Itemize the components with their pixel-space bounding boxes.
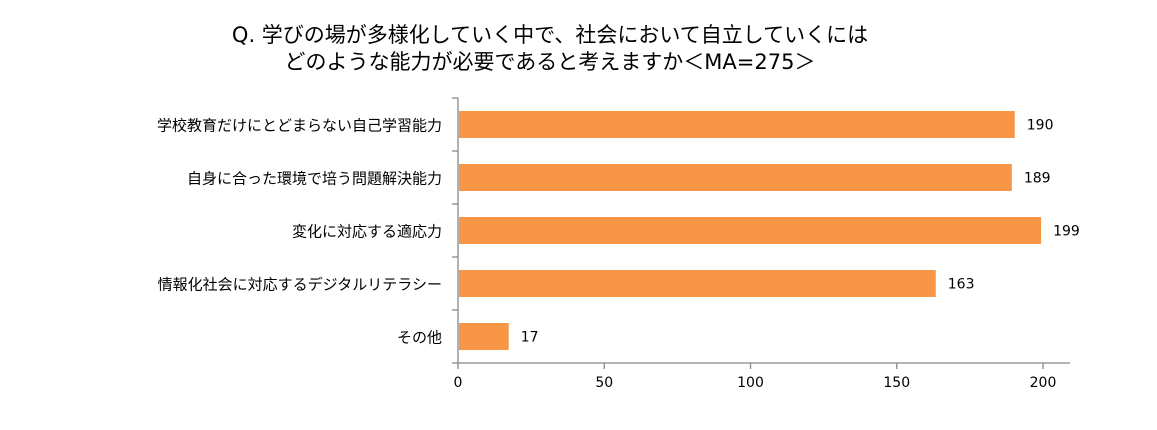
category-label: その他	[397, 329, 442, 347]
data-label: 189	[1024, 171, 1051, 187]
bar	[459, 323, 509, 350]
bar	[459, 270, 936, 297]
x-tick-label: 50	[595, 375, 613, 391]
chart-title-line-1: Q. 学びの場が多様化していく中で、社会において自立していくには	[231, 23, 869, 47]
data-label: 163	[948, 277, 975, 293]
data-label: 17	[521, 330, 539, 346]
category-label: 変化に対応する適応力	[292, 223, 442, 241]
x-tick-label: 100	[737, 375, 764, 391]
category-label: 学校教育だけにとどまらない自己学習能力	[157, 117, 442, 135]
data-label: 190	[1027, 118, 1054, 134]
category-label: 情報化社会に対応するデジタルリテラシー	[158, 276, 442, 294]
chart-title-line-2: どのような能力が必要であると考えますか＜MA=275＞	[284, 50, 816, 74]
x-tick-label: 150	[883, 375, 910, 391]
category-label: 自身に合った環境で培う問題解決能力	[187, 170, 442, 188]
x-tick-label: 200	[1030, 375, 1057, 391]
data-label: 199	[1053, 224, 1080, 240]
bar	[459, 111, 1015, 138]
bar	[459, 217, 1042, 244]
chart-title: Q. 学びの場が多様化していく中で、社会において自立していくには どのような能力…	[0, 22, 1100, 76]
bar	[459, 164, 1012, 191]
x-tick-label: 0	[454, 375, 463, 391]
